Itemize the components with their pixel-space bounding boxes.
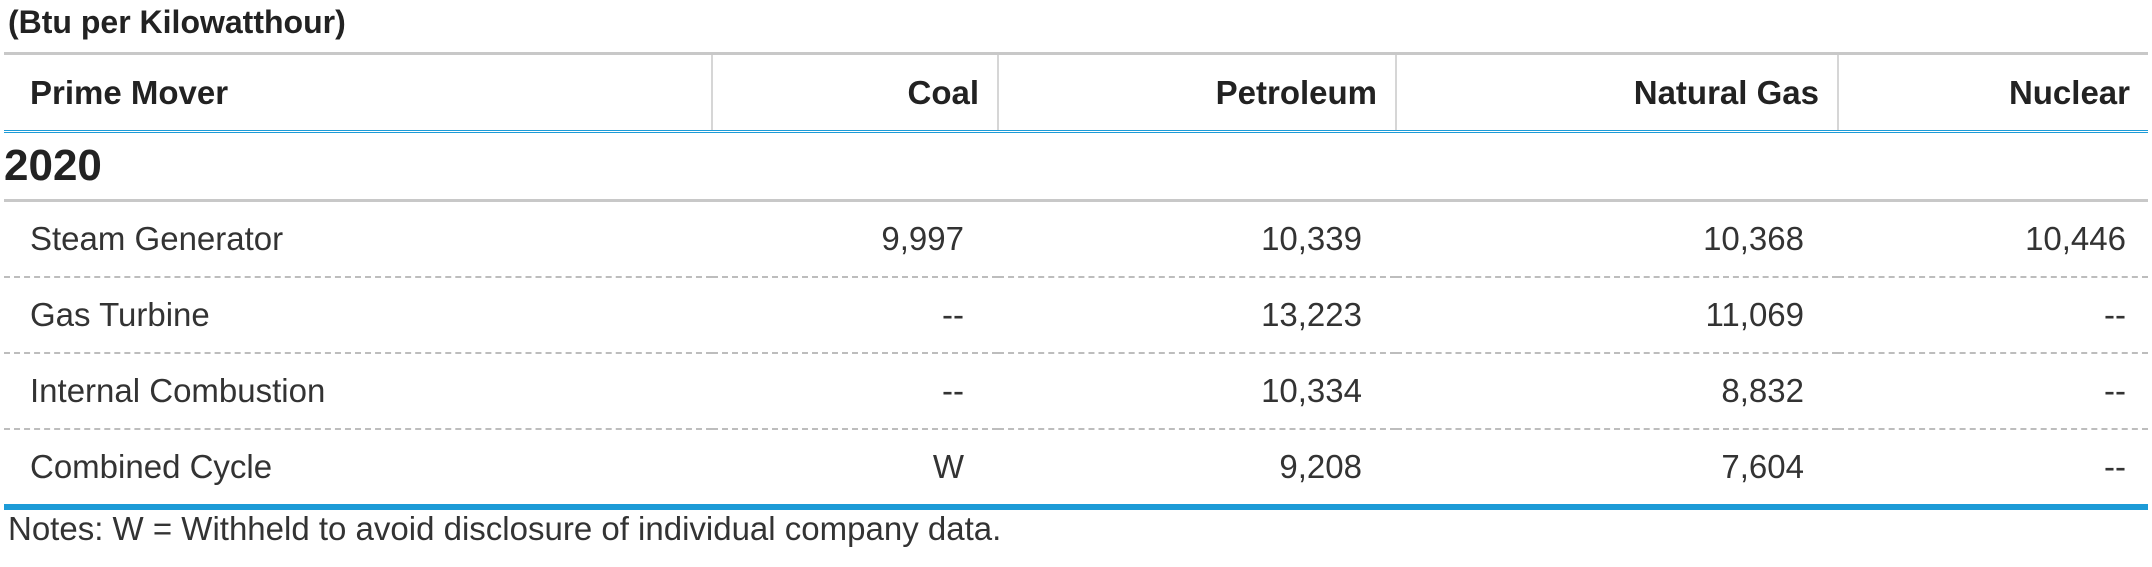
table-notes: Notes: W = Withheld to avoid disclosure … <box>8 510 1002 547</box>
row-label: Steam Generator <box>4 200 712 278</box>
cell-nuclear: -- <box>1838 353 2148 430</box>
column-header-nuclear[interactable]: Nuclear <box>1837 52 2148 133</box>
table-row: Combined Cycle W 9,208 7,604 -- <box>4 429 2148 510</box>
cell-coal: -- <box>712 277 998 354</box>
row-label: Internal Combustion <box>4 353 712 430</box>
column-header-petroleum[interactable]: Petroleum <box>997 52 1396 133</box>
cell-petroleum: 10,339 <box>998 200 1396 278</box>
column-header-natural-gas[interactable]: Natural Gas <box>1395 52 1838 133</box>
cell-petroleum: 10,334 <box>998 353 1396 430</box>
column-header-prime-mover[interactable]: Prime Mover <box>4 52 712 133</box>
year-group-row: 2020 <box>4 131 2148 202</box>
cell-nuclear: -- <box>1838 277 2148 354</box>
table-row: Internal Combustion -- 10,334 8,832 -- <box>4 353 2148 430</box>
cell-coal: W <box>712 429 998 510</box>
cell-natural-gas: 7,604 <box>1396 429 1838 510</box>
year-label: 2020 <box>4 131 2148 202</box>
table-header: Prime Mover Coal Petroleum Natural Gas N… <box>4 52 2148 133</box>
cell-petroleum: 9,208 <box>998 429 1396 510</box>
cell-natural-gas: 8,832 <box>1396 353 1838 430</box>
cell-natural-gas: 11,069 <box>1396 277 1838 354</box>
row-label: Combined Cycle <box>4 429 712 510</box>
cell-nuclear: 10,446 <box>1838 200 2148 278</box>
cell-natural-gas: 10,368 <box>1396 200 1838 278</box>
cell-nuclear: -- <box>1838 429 2148 510</box>
column-header-coal[interactable]: Coal <box>711 52 998 133</box>
cell-coal: 9,997 <box>712 200 998 278</box>
units-label: (Btu per Kilowatthour) <box>8 4 346 40</box>
cell-petroleum: 13,223 <box>998 277 1396 354</box>
heat-rate-table: Prime Mover Coal Petroleum Natural Gas N… <box>4 52 2148 510</box>
table-row: Steam Generator 9,997 10,339 10,368 10,4… <box>4 200 2148 278</box>
table-row: Gas Turbine -- 13,223 11,069 -- <box>4 277 2148 354</box>
table-body: 2020 Steam Generator 9,997 10,339 10,368… <box>4 131 2148 510</box>
row-label: Gas Turbine <box>4 277 712 354</box>
cell-coal: -- <box>712 353 998 430</box>
header-row: Prime Mover Coal Petroleum Natural Gas N… <box>4 52 2148 133</box>
